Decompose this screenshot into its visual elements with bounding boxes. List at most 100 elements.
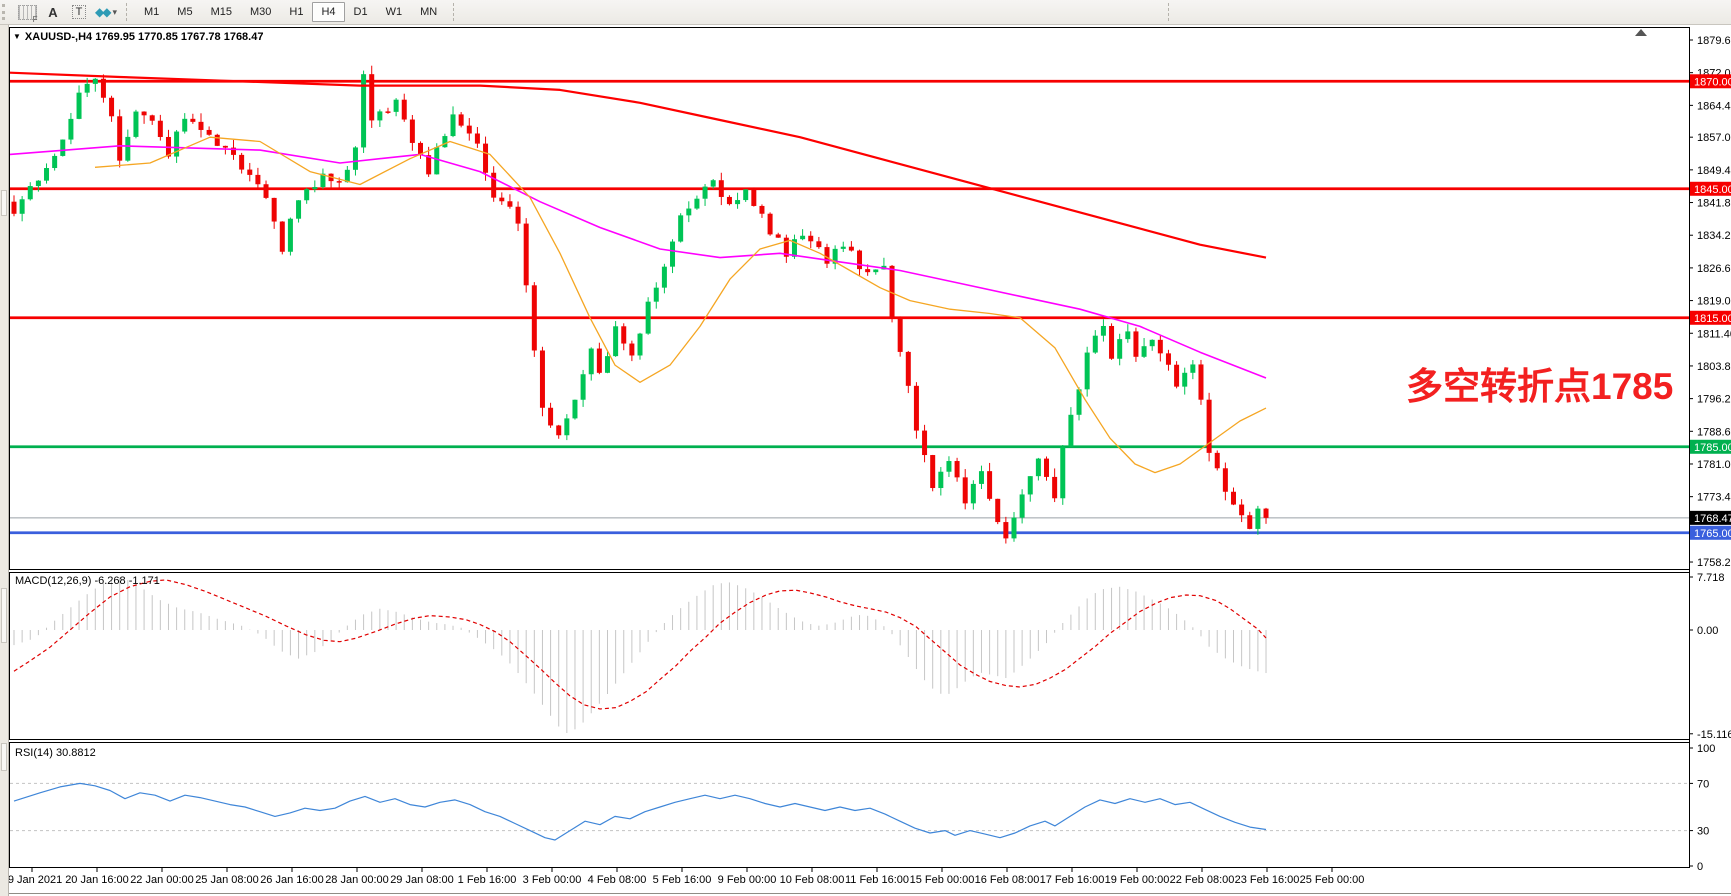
- svg-text:1841.80: 1841.80: [1697, 198, 1731, 210]
- timeframe-h1-button[interactable]: H1: [289, 6, 304, 18]
- svg-text:70: 70: [1697, 778, 1709, 790]
- macd-panel: 7.718 0.00 -15.116: [13, 572, 1731, 741]
- chart-shift-marker[interactable]: [1635, 29, 1647, 36]
- text-box-button[interactable]: T: [69, 2, 89, 22]
- macd-label: MACD(12,26,9) -6.268 -1.171: [15, 575, 160, 587]
- time-axis-label: 3 Feb 00:00: [523, 874, 582, 886]
- svg-text:1785.00: 1785.00: [1694, 442, 1731, 454]
- price-levels: [10, 79, 1689, 535]
- time-axis-label: 26 Jan 16:00: [260, 874, 324, 886]
- dock-segment: [1, 190, 7, 216]
- ohlc-close: 1768.47: [223, 31, 264, 43]
- chevron-down-icon: ▾: [112, 6, 117, 17]
- time-axis-label: 1 Feb 16:00: [458, 874, 517, 886]
- panel-borders: [0, 27, 1731, 894]
- svg-text:1811.40: 1811.40: [1697, 328, 1731, 340]
- ma-slow-red: [9, 71, 1267, 259]
- ohlc-open: 1769.95: [95, 31, 135, 43]
- candles: [11, 65, 1269, 544]
- svg-text:1845.00: 1845.00: [1694, 184, 1731, 196]
- svg-text:1864.40: 1864.40: [1697, 100, 1731, 112]
- svg-text:1803.80: 1803.80: [1697, 361, 1731, 373]
- toolbar: F A T ◆◆ ▾ M1 M5 M15 M30 H1 H4 D1 W1 MN: [0, 0, 1731, 25]
- timeframe-w1-button[interactable]: W1: [385, 6, 403, 18]
- svg-text:1879.60: 1879.60: [1697, 35, 1731, 47]
- time-axis: 19 Jan 2021 20 Jan 16:00 22 Jan 00:00 25 Ja…: [2, 868, 1365, 886]
- template-grid-button[interactable]: F: [17, 2, 38, 24]
- svg-text:1796.20: 1796.20: [1697, 394, 1731, 406]
- dock-segment: [1, 743, 7, 771]
- time-axis-label: 25 Jan 08:00: [195, 874, 259, 886]
- toolbar-grip[interactable]: [2, 4, 13, 20]
- time-axis-label: 19 Feb 00:00: [1105, 874, 1170, 886]
- left-dock-gutter[interactable]: [0, 25, 9, 896]
- ohlc-low: 1767.78: [180, 31, 221, 43]
- svg-text:1834.20: 1834.20: [1697, 230, 1731, 242]
- svg-text:1768.47: 1768.47: [1694, 513, 1731, 525]
- shift-marker[interactable]: [1635, 29, 1647, 36]
- time-axis-label: 29 Jan 08:00: [390, 874, 454, 886]
- timeframe-m30-button[interactable]: M30: [249, 6, 272, 18]
- timeframe-group: M1 M5 M15 M30 H1 H4 D1 W1 MN: [135, 2, 446, 22]
- text-label-button[interactable]: A: [48, 4, 58, 20]
- chart-annotation-text[interactable]: 多空转折点1785: [1406, 366, 1674, 407]
- svg-text:1758.20: 1758.20: [1697, 557, 1731, 569]
- symbol-dropdown-icon[interactable]: ▼: [13, 32, 21, 41]
- shapes-dropdown-button[interactable]: ◆◆ ▾: [95, 2, 117, 22]
- dock-segment: [1, 588, 7, 643]
- time-axis-label: 4 Feb 08:00: [588, 874, 647, 886]
- time-axis-label: 15 Feb 00:00: [910, 874, 975, 886]
- svg-text:1849.40: 1849.40: [1697, 165, 1731, 177]
- panel-backgrounds: [9, 27, 1731, 896]
- svg-text:100: 100: [1697, 743, 1715, 755]
- time-axis-label: 28 Jan 00:00: [325, 874, 389, 886]
- svg-text:1781.00: 1781.00: [1697, 459, 1731, 471]
- toolbar-separator-2: [453, 3, 455, 21]
- svg-text:1826.60: 1826.60: [1697, 263, 1731, 275]
- svg-text:1870.00: 1870.00: [1694, 76, 1731, 88]
- ohlc-high: 1770.85: [138, 31, 178, 43]
- time-axis-label: 17 Feb 16:00: [1040, 874, 1105, 886]
- ma-fast-orange: [94, 136, 1267, 474]
- timeframe-mn-button[interactable]: MN: [420, 6, 438, 18]
- rsi-panel: 100 70 30 0: [10, 743, 1715, 873]
- svg-text:1765.00: 1765.00: [1694, 528, 1731, 540]
- time-axis-label: 23 Feb 16:00: [1235, 874, 1300, 886]
- time-axis-label: 5 Feb 16:00: [653, 874, 712, 886]
- timeframe-h4-button[interactable]: H4: [312, 2, 345, 22]
- svg-text:1857.00: 1857.00: [1697, 132, 1731, 144]
- svg-text:1788.60: 1788.60: [1697, 426, 1731, 438]
- toolbar-separator: [126, 3, 128, 21]
- timeframe-d1-button[interactable]: D1: [353, 6, 368, 18]
- time-axis-label: 9 Feb 00:00: [718, 874, 777, 886]
- svg-text:-15.116: -15.116: [1697, 729, 1731, 741]
- time-axis-label: 11 Feb 16:00: [845, 874, 909, 886]
- price-axis: 1879.601872.001864.401857.001849.401841.…: [1689, 35, 1731, 569]
- time-axis-label: 19 Jan 2021: [2, 874, 63, 886]
- svg-text:0: 0: [1697, 861, 1703, 873]
- svg-text:7.718: 7.718: [1697, 572, 1725, 584]
- ma-mid-magenta: [9, 145, 1267, 379]
- rsi-label: RSI(14) 30.8812: [15, 747, 96, 759]
- price-label-boxes: 1870.00 1845.00 1815.00 1785.00 1765.00 1768.…: [1690, 74, 1731, 540]
- svg-text:1773.40: 1773.40: [1697, 492, 1731, 504]
- symbol-period: XAUUSD-,H4: [24, 31, 93, 43]
- template-grid-icon: F: [17, 4, 38, 24]
- svg-text:30: 30: [1697, 826, 1709, 838]
- symbol-ohlc-line[interactable]: ▼ XAUUSD-,H4 1769.95 1770.85 1767.78 1768…: [13, 31, 263, 43]
- timeframe-m5-button[interactable]: M5: [177, 6, 193, 18]
- svg-text:0.00: 0.00: [1697, 625, 1718, 637]
- time-axis-label: 25 Feb 00:00: [1300, 874, 1365, 886]
- timeframe-m1-button[interactable]: M1: [144, 6, 160, 18]
- time-axis-label: 22 Jan 00:00: [130, 874, 194, 886]
- time-axis-label: 22 Feb 08:00: [1170, 874, 1235, 886]
- toolbar-separator-right: [1168, 3, 1170, 21]
- svg-text:1819.00: 1819.00: [1697, 296, 1731, 308]
- time-axis-label: 16 Feb 08:00: [975, 874, 1040, 886]
- timeframe-m15-button[interactable]: M15: [210, 6, 232, 18]
- shapes-icon: ◆◆: [95, 5, 112, 19]
- svg-text:1815.00: 1815.00: [1694, 313, 1731, 325]
- time-axis-label: 10 Feb 08:00: [780, 874, 845, 886]
